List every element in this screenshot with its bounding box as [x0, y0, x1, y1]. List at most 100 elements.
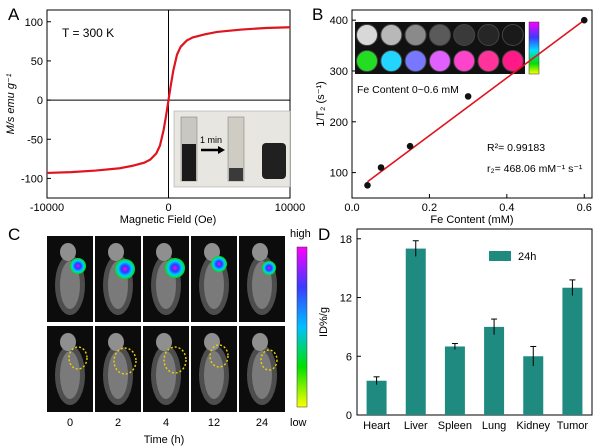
y-tick-label: 0 — [346, 410, 352, 422]
mouse-organs — [108, 351, 128, 399]
mouse-head — [60, 243, 76, 261]
tumor-outline — [209, 344, 229, 368]
mouse-organs — [156, 351, 176, 399]
y-tick-label: 0 — [37, 95, 43, 107]
r2-fit-label: R²= 0.99183 — [487, 142, 545, 154]
x-tick-label: 0.0 — [344, 202, 359, 214]
phantom-color — [428, 50, 451, 72]
y-tick-label: 400 — [330, 15, 348, 27]
mouse-head — [156, 243, 172, 261]
panel-b-letter: B — [312, 5, 323, 24]
mri-image-grid — [47, 236, 285, 412]
tumor-outline — [260, 349, 278, 371]
time-point-label: 2 — [115, 417, 121, 429]
x-tick-label: 0 — [165, 202, 171, 214]
mouse-head — [252, 243, 268, 261]
phantom-colorbar — [528, 21, 540, 75]
mouse-organs — [252, 351, 272, 399]
panel-b-axes: 0.0 0.2 0.4 0.6 100 200 300 400 — [330, 15, 592, 214]
phantom-gray — [453, 24, 476, 46]
category-label: Tumor — [557, 420, 589, 432]
y-tick-label: 50 — [31, 56, 43, 68]
panel-a-axes: -10000 0 10000 100 50 0 -50 -100 — [21, 10, 305, 214]
category-label: Liver — [404, 420, 428, 432]
phantom-array — [355, 22, 525, 74]
x-tick-label: 0.6 — [577, 202, 592, 214]
relaxivity-label: r₂= 468.06 mM⁻¹ s⁻¹ — [487, 163, 583, 175]
mouse-head — [60, 333, 76, 351]
panel-c: C high low 0 2 4 12 24 Time (h) — [8, 225, 311, 446]
panel-b: B 1/T₂ (s⁻¹) Fe Content (mM) 0.0 0.2 0.4 0.… — [312, 5, 593, 226]
category-label: Spleen — [438, 420, 472, 432]
phantom-color — [380, 50, 403, 72]
data-point — [464, 93, 472, 100]
panel-c-xlabel: Time (h) — [144, 434, 185, 446]
phantom-gray — [356, 24, 378, 46]
panel-d-axes: 0 6 12 18 Heart Liver Spleen Lung Kidney Tumor — [340, 234, 589, 432]
x-tick-label: -10000 — [30, 202, 64, 214]
y-tick-label: 100 — [330, 168, 348, 180]
bar — [523, 356, 544, 415]
panel-a-plot — [46, 26, 291, 175]
phantom-gray — [501, 24, 524, 46]
y-tick-label: 18 — [340, 234, 352, 246]
vial-photo-inset: 1 min — [173, 110, 291, 188]
data-point — [580, 16, 588, 24]
phantom-gray — [428, 24, 451, 46]
bar — [405, 248, 426, 415]
data-point — [377, 164, 385, 171]
legend-label: 24h — [518, 251, 536, 263]
inset-time-label: 1 min — [200, 135, 222, 145]
fe-content-label: Fe Content 0~0.6 mM — [357, 84, 459, 96]
panel-a-ylabel: M/s emu g⁻¹ — [5, 73, 17, 134]
colorbar-low-label: low — [290, 417, 307, 429]
category-label: Heart — [363, 420, 390, 432]
bar — [366, 380, 387, 415]
temperature-annotation: T = 300 K — [62, 26, 114, 40]
category-label: Kidney — [516, 420, 550, 432]
phantom-color — [477, 50, 500, 72]
tumor-outline — [113, 347, 137, 375]
mouse-organs — [204, 351, 224, 399]
panel-a-xlabel: Magnetic Field (Oe) — [120, 214, 217, 226]
phantom-color — [453, 50, 476, 72]
colorbar-high-label: high — [290, 228, 311, 240]
y-tick-label: 300 — [330, 66, 348, 78]
panel-b-ylabel: 1/T₂ (s⁻¹) — [315, 81, 327, 127]
phantom-gray — [477, 24, 500, 46]
time-point-label: 0 — [67, 417, 73, 429]
mouse-head — [108, 333, 124, 351]
panel-d-ylabel: ID%/g — [318, 307, 330, 337]
panel-a-letter: A — [8, 5, 20, 24]
category-label: Lung — [482, 420, 506, 432]
mouse-organs — [204, 261, 224, 309]
data-point — [364, 181, 371, 189]
tumor-signal — [262, 261, 276, 275]
tumor-signal — [70, 258, 86, 274]
mouse-head — [156, 333, 172, 351]
x-tick-label: 0.4 — [499, 202, 514, 214]
y-tick-label: -100 — [21, 173, 43, 185]
y-tick-label: 6 — [346, 351, 352, 363]
y-tick-label: 200 — [330, 117, 348, 129]
panel-a: A T = 300 K M/s emu g⁻¹ Magnetic Field (… — [5, 5, 305, 226]
y-tick-label: -50 — [27, 134, 43, 146]
panel-c-letter: C — [8, 225, 20, 244]
tumor-signal — [115, 259, 135, 279]
mouse-organs — [60, 351, 80, 399]
linear-fit-line — [367, 19, 585, 183]
mouse-head — [204, 333, 220, 351]
mri-colorbar — [296, 246, 308, 408]
mouse-head — [108, 243, 124, 261]
y-tick-label: 100 — [25, 17, 43, 29]
panel-b-plot — [364, 16, 588, 189]
phantom-gray — [404, 24, 427, 46]
bar — [484, 326, 505, 415]
bar — [444, 346, 465, 415]
phantom-gray — [380, 24, 403, 46]
mouse-head — [252, 333, 268, 351]
tumor-signal — [211, 256, 227, 272]
time-point-label: 24 — [256, 417, 268, 429]
tumor-signal — [165, 258, 185, 278]
magnetization-curve — [46, 26, 291, 175]
